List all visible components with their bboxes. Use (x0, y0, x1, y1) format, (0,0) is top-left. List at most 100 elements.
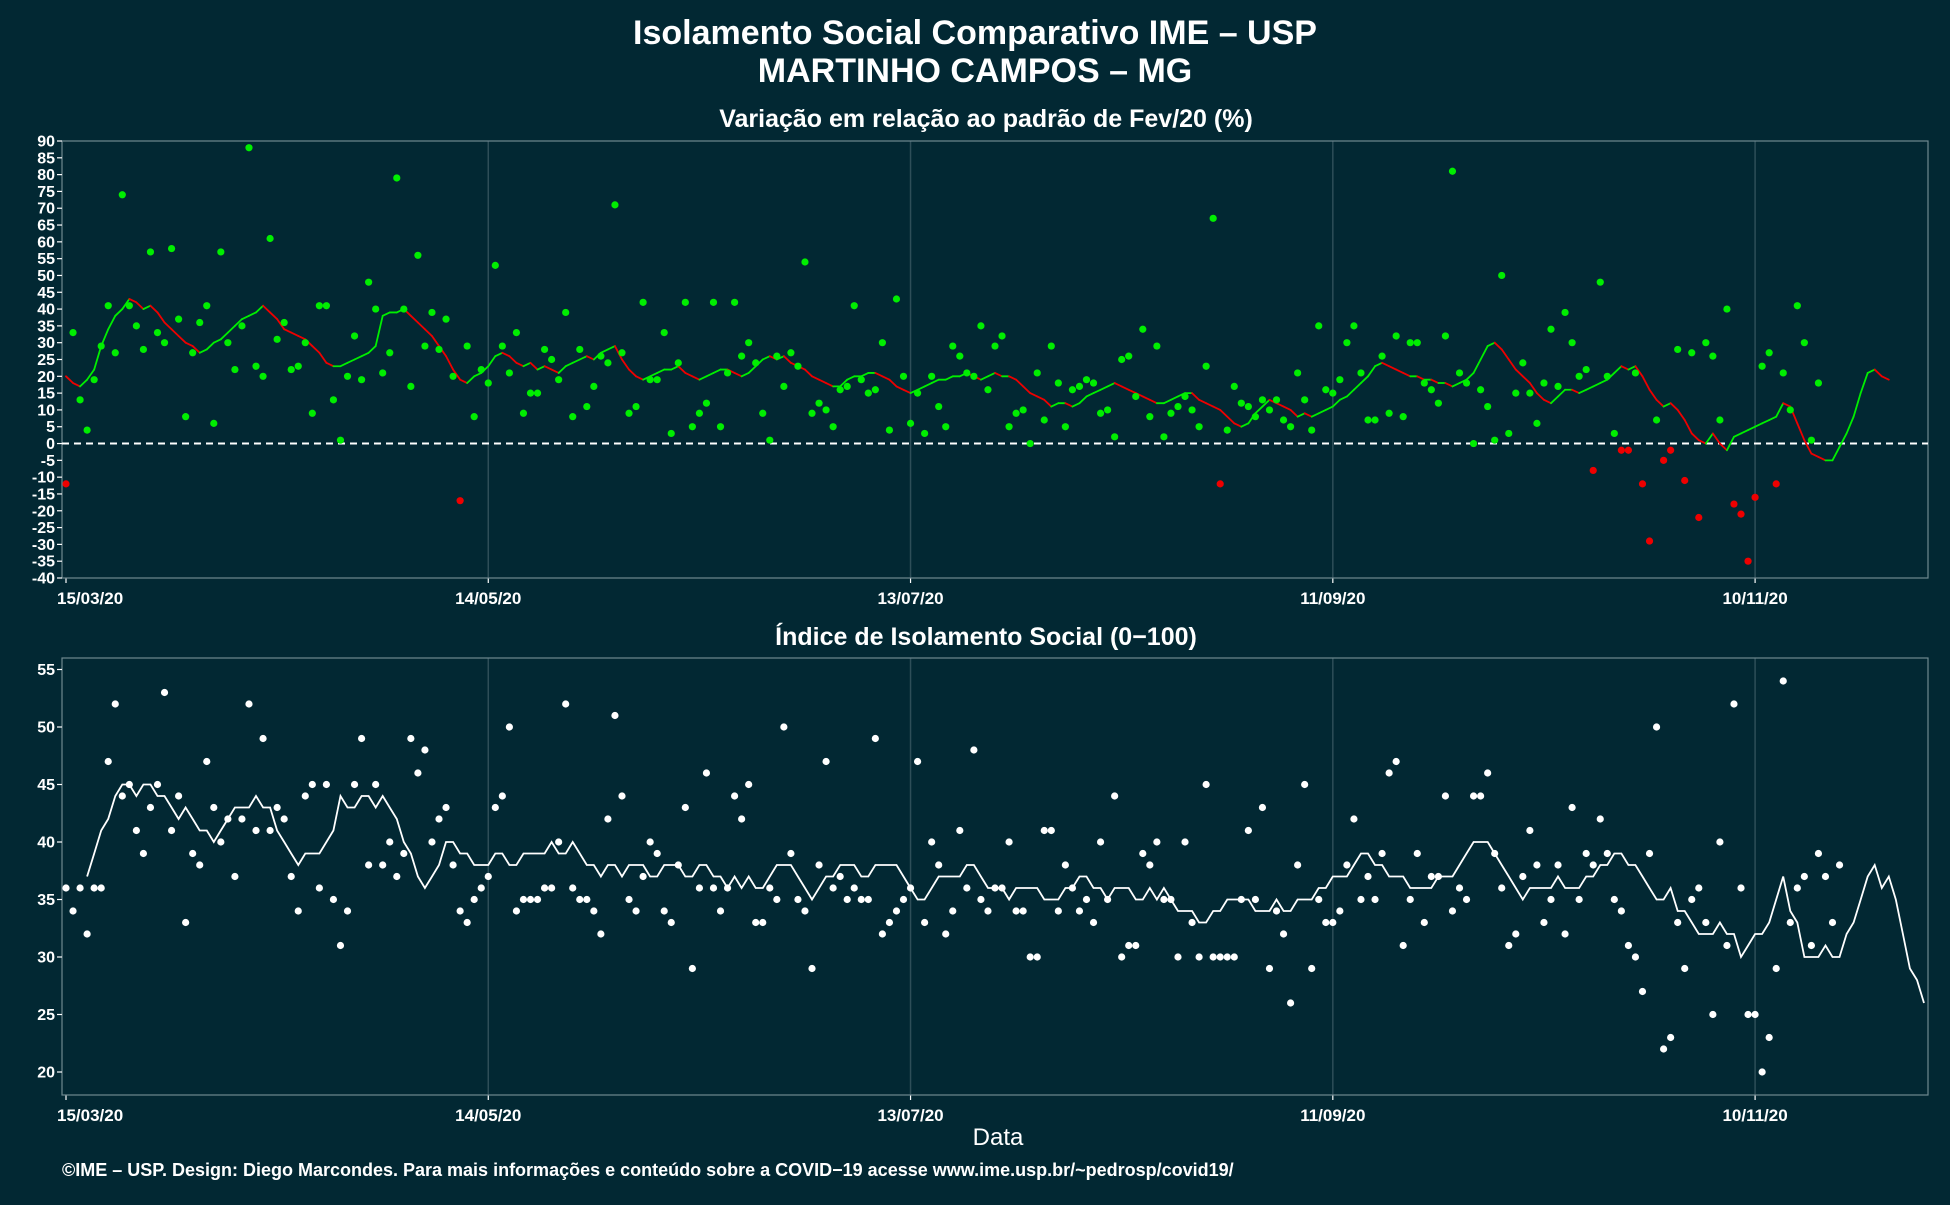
data-point (1491, 849, 1499, 858)
data-point (224, 339, 232, 347)
moving-average-segment (994, 372, 1003, 378)
data-point (1631, 369, 1640, 377)
data-point (829, 884, 837, 892)
moving-average-segment (930, 378, 940, 384)
data-point (139, 849, 148, 858)
data-point (1392, 757, 1400, 766)
data-point (97, 342, 105, 350)
data-point (1469, 439, 1478, 448)
moving-average-segment (1782, 402, 1792, 408)
y-tick-label: 40 (37, 835, 55, 852)
data-point (1603, 372, 1611, 380)
data-point (646, 376, 654, 384)
moving-average-segment (536, 365, 546, 371)
moving-average-segment (1704, 432, 1714, 445)
moving-average-segment (416, 321, 426, 331)
data-point (625, 895, 633, 904)
data-point (913, 757, 922, 766)
data-point (1540, 918, 1548, 927)
data-point (1441, 792, 1450, 800)
data-point (829, 423, 837, 431)
data-point (766, 436, 774, 444)
data-point (280, 815, 288, 823)
data-point (456, 497, 464, 505)
data-point (400, 849, 408, 858)
y-tick-label: 70 (37, 201, 55, 218)
moving-average-segment (1240, 422, 1250, 428)
data-point (1385, 409, 1393, 417)
y-tick-label: -10 (32, 470, 55, 487)
data-point (1279, 930, 1288, 938)
data-point (1047, 826, 1055, 835)
moving-average-segment (1008, 375, 1018, 381)
data-point (540, 345, 549, 354)
data-point (90, 376, 98, 384)
x-tick-label: 10/11/20 (1722, 589, 1787, 608)
data-point (928, 838, 936, 846)
y-tick-label: -15 (32, 486, 55, 503)
moving-average-segment (585, 355, 595, 361)
data-point (167, 826, 176, 835)
data-point (1061, 423, 1069, 431)
data-point (1195, 953, 1203, 961)
data-point (379, 369, 387, 377)
data-point (745, 339, 753, 347)
data-point (1596, 815, 1604, 823)
data-point (991, 884, 999, 892)
moving-average-segment (1648, 388, 1658, 401)
data-point (76, 396, 84, 404)
data-point (393, 174, 401, 182)
moving-average-segment (107, 314, 117, 331)
moving-average-segment (839, 378, 849, 388)
moving-average-segment (1486, 341, 1496, 347)
data-point (1484, 402, 1492, 411)
data-point (1596, 278, 1604, 286)
data-point (196, 318, 204, 327)
data-point (62, 480, 70, 488)
data-point (1779, 369, 1787, 377)
data-point (196, 861, 204, 869)
data-point (808, 409, 816, 417)
data-point (1378, 352, 1386, 360)
data-point (1005, 423, 1013, 431)
data-point (1589, 466, 1597, 475)
data-point (984, 386, 992, 394)
data-point (1800, 872, 1808, 881)
moving-average-segment (1381, 361, 1391, 368)
data-point (864, 389, 872, 397)
moving-average-segment (1655, 398, 1665, 408)
data-point (555, 838, 563, 846)
moving-average-segment (1275, 402, 1285, 408)
data-point (1230, 953, 1238, 961)
data-point (512, 907, 521, 915)
x-tick-label: 13/07/20 (877, 1106, 943, 1125)
moving-average-segment (599, 348, 609, 354)
x-tick-label: 11/09/20 (1300, 1106, 1365, 1125)
data-point (674, 359, 682, 367)
moving-average-segment (353, 355, 363, 361)
data-point (259, 734, 267, 743)
data-point (970, 372, 978, 380)
data-point (702, 399, 711, 407)
data-point (639, 872, 647, 881)
data-point (773, 895, 781, 904)
data-point (1047, 342, 1055, 350)
data-point (210, 419, 218, 427)
moving-average-segment (1219, 409, 1229, 418)
data-point (562, 700, 570, 708)
data-point (759, 918, 767, 927)
y-tick-label: 40 (37, 302, 55, 319)
x-tick-label: 15/03/20 (57, 1106, 123, 1125)
moving-average-segment (1170, 395, 1179, 401)
data-point (632, 907, 640, 915)
moving-average-segment (1740, 429, 1749, 435)
data-point (1146, 413, 1154, 421)
data-point (787, 349, 795, 357)
data-point (695, 409, 704, 417)
moving-average-segment (184, 341, 194, 347)
y-tick-label: 35 (37, 318, 55, 335)
data-point (913, 389, 922, 397)
data-point (1301, 396, 1309, 404)
moving-average-segment (1233, 422, 1243, 428)
data-point (1350, 322, 1358, 330)
